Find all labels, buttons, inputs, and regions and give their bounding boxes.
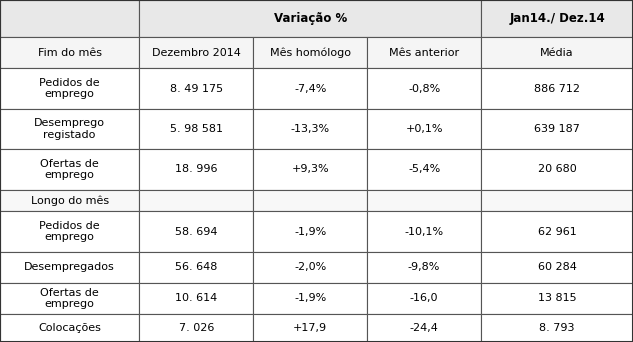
- Bar: [367, 37, 481, 68]
- Bar: [481, 252, 633, 283]
- Text: Ofertas de
emprego: Ofertas de emprego: [41, 159, 99, 180]
- Bar: [139, 109, 253, 149]
- Text: -0,8%: -0,8%: [408, 83, 440, 94]
- Bar: [367, 211, 481, 252]
- Bar: [481, 211, 633, 252]
- Text: 62 961: 62 961: [537, 227, 577, 237]
- Text: Mês anterior: Mês anterior: [389, 48, 459, 58]
- Text: 10. 614: 10. 614: [175, 293, 217, 303]
- Text: 13 815: 13 815: [537, 293, 577, 303]
- Bar: [253, 252, 367, 283]
- Text: -24,4: -24,4: [410, 323, 439, 333]
- Text: Mês homólogo: Mês homólogo: [270, 48, 351, 58]
- Text: +9,3%: +9,3%: [291, 165, 329, 174]
- Bar: [139, 283, 253, 314]
- Text: -2,0%: -2,0%: [294, 262, 326, 272]
- Bar: [481, 149, 633, 190]
- Text: 8. 49 175: 8. 49 175: [170, 83, 223, 94]
- Text: Dezembro 2014: Dezembro 2014: [152, 48, 241, 58]
- Bar: [139, 0, 481, 37]
- Bar: [0, 149, 139, 190]
- Bar: [253, 149, 367, 190]
- Bar: [253, 68, 367, 109]
- Text: Longo do mês: Longo do mês: [30, 195, 109, 206]
- Text: 7. 026: 7. 026: [179, 323, 214, 333]
- Text: 18. 996: 18. 996: [175, 165, 218, 174]
- Bar: [367, 149, 481, 190]
- Bar: [139, 211, 253, 252]
- Text: 8. 793: 8. 793: [539, 323, 575, 333]
- Text: 56. 648: 56. 648: [175, 262, 217, 272]
- Bar: [0, 109, 139, 149]
- Bar: [0, 283, 139, 314]
- Text: Desemprego
registado: Desemprego registado: [34, 118, 105, 140]
- Bar: [367, 109, 481, 149]
- Bar: [253, 37, 367, 68]
- Bar: [139, 190, 253, 211]
- Bar: [0, 68, 139, 109]
- Bar: [253, 283, 367, 314]
- Text: +17,9: +17,9: [293, 323, 327, 333]
- Bar: [481, 190, 633, 211]
- Text: +0,1%: +0,1%: [405, 124, 443, 134]
- Bar: [253, 190, 367, 211]
- Bar: [481, 0, 633, 37]
- Text: Variação %: Variação %: [273, 12, 347, 25]
- Bar: [253, 314, 367, 342]
- Bar: [0, 37, 139, 68]
- Text: Jan14./ Dez.14: Jan14./ Dez.14: [509, 12, 605, 25]
- Text: Média: Média: [540, 48, 574, 58]
- Text: -9,8%: -9,8%: [408, 262, 441, 272]
- Bar: [253, 211, 367, 252]
- Bar: [481, 68, 633, 109]
- Text: -16,0: -16,0: [410, 293, 439, 303]
- Text: 60 284: 60 284: [537, 262, 577, 272]
- Bar: [481, 37, 633, 68]
- Bar: [367, 314, 481, 342]
- Text: Fim do mês: Fim do mês: [37, 48, 102, 58]
- Bar: [367, 190, 481, 211]
- Bar: [0, 190, 139, 211]
- Text: -10,1%: -10,1%: [404, 227, 444, 237]
- Bar: [0, 211, 139, 252]
- Text: Desempregados: Desempregados: [24, 262, 115, 272]
- Bar: [139, 37, 253, 68]
- Text: 58. 694: 58. 694: [175, 227, 218, 237]
- Text: 639 187: 639 187: [534, 124, 580, 134]
- Bar: [481, 283, 633, 314]
- Text: -1,9%: -1,9%: [294, 293, 326, 303]
- Bar: [139, 314, 253, 342]
- Bar: [139, 149, 253, 190]
- Bar: [139, 68, 253, 109]
- Text: Colocações: Colocações: [38, 323, 101, 333]
- Text: -5,4%: -5,4%: [408, 165, 440, 174]
- Bar: [481, 314, 633, 342]
- Bar: [0, 0, 139, 37]
- Text: 20 680: 20 680: [537, 165, 577, 174]
- Bar: [367, 283, 481, 314]
- Text: Ofertas de
emprego: Ofertas de emprego: [41, 288, 99, 309]
- Text: 5. 98 581: 5. 98 581: [170, 124, 223, 134]
- Bar: [0, 314, 139, 342]
- Text: -13,3%: -13,3%: [291, 124, 330, 134]
- Bar: [367, 252, 481, 283]
- Text: -7,4%: -7,4%: [294, 83, 327, 94]
- Text: -1,9%: -1,9%: [294, 227, 326, 237]
- Bar: [253, 109, 367, 149]
- Bar: [139, 252, 253, 283]
- Bar: [481, 109, 633, 149]
- Text: Pedidos de
emprego: Pedidos de emprego: [39, 221, 100, 242]
- Bar: [367, 68, 481, 109]
- Text: 886 712: 886 712: [534, 83, 580, 94]
- Bar: [0, 252, 139, 283]
- Text: Pedidos de
emprego: Pedidos de emprego: [39, 78, 100, 100]
